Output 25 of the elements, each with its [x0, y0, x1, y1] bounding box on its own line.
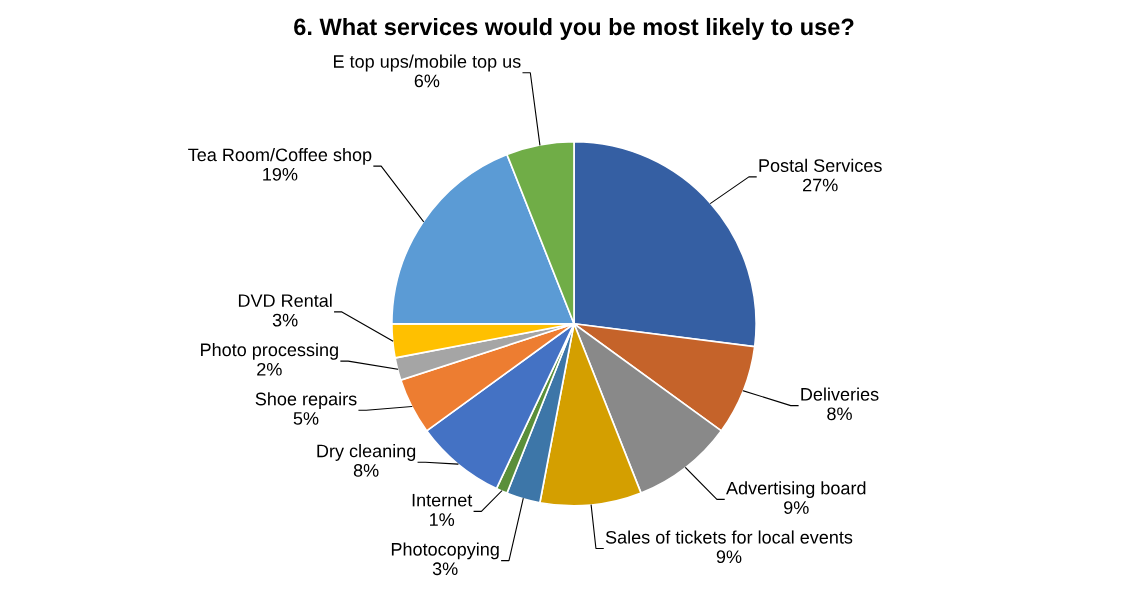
slice-label: Advertising board: [726, 481, 866, 499]
data-label: 1%: [430, 513, 455, 526]
slice-label: Postal Services: [759, 158, 882, 172]
data-label: 8%: [827, 407, 852, 421]
chart-title: 6. What services would you be most likely to use?: [294, 17, 854, 40]
data-label: 27%: [803, 178, 838, 192]
slice-label: DVD Rental: [238, 293, 332, 308]
data-label: 19%: [263, 167, 298, 181]
slice-label: Tea Room/Coffee shop: [188, 147, 372, 165]
slice-label: Photo processing: [201, 342, 338, 360]
slice-label: Deliveries: [801, 387, 879, 401]
slice-label: E top ups/mobile top us: [334, 54, 521, 72]
data-label: 9%: [716, 550, 742, 564]
slice-label: Shoe repairs: [255, 392, 357, 409]
slice-label: Internet: [412, 493, 473, 507]
data-label: 3%: [272, 313, 298, 327]
data-label: 2%: [257, 362, 282, 376]
data-label: 8%: [353, 464, 379, 477]
data-label: 6%: [414, 74, 440, 88]
slice-label: Photocopying: [391, 542, 499, 560]
slice-label: Sales of tickets for local events: [605, 530, 853, 544]
slice-label: Dry cleaning: [317, 444, 416, 461]
data-label: 9%: [784, 501, 809, 514]
data-label: 3%: [432, 562, 458, 576]
data-label: 5%: [293, 412, 319, 425]
